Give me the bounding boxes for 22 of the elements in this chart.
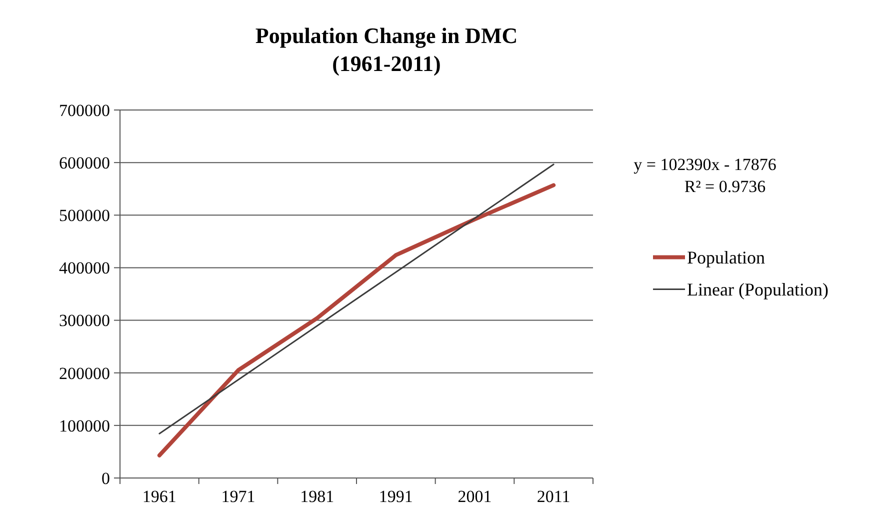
- y-tick-label: 700000: [59, 100, 110, 120]
- y-tick-label: 400000: [59, 258, 110, 278]
- legend-label: Population: [687, 248, 766, 268]
- x-tick-label: 2001: [458, 487, 492, 506]
- x-tick-label: 1971: [221, 487, 256, 506]
- line-series: [158, 164, 554, 434]
- x-tick-label: 2011: [536, 487, 570, 506]
- x-tick-label: 1981: [300, 487, 334, 506]
- line-series: [157, 183, 556, 458]
- y-tick-label: 500000: [59, 206, 110, 226]
- legend-label: Linear (Population): [687, 280, 828, 300]
- y-tick-label: 100000: [59, 416, 110, 436]
- y-tick-label: 0: [102, 468, 110, 488]
- chart-title: Population Change in DMC: [255, 23, 518, 48]
- text: y = 102390x - 17876: [634, 155, 776, 174]
- x-tick-label: 1991: [378, 487, 413, 506]
- text: R² = 0.9736: [684, 177, 766, 196]
- x-tick-label: 1961: [142, 487, 176, 506]
- y-tick-label: 200000: [59, 364, 110, 383]
- chart-subtitle: (1961-2011): [332, 51, 441, 76]
- y-tick-label: 600000: [59, 154, 110, 173]
- y-tick-label: 300000: [59, 311, 110, 330]
